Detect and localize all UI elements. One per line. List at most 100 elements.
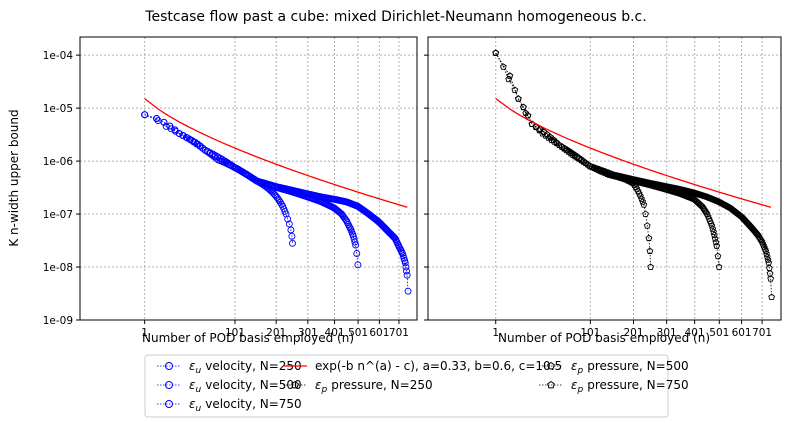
x-tick-label: 401 bbox=[325, 327, 345, 339]
data-point bbox=[401, 259, 409, 267]
data-point bbox=[712, 238, 720, 246]
legend-label: εu velocity, N=250 bbox=[189, 359, 302, 376]
data-point bbox=[251, 176, 259, 184]
bound-line bbox=[495, 98, 772, 208]
x-tick-label: 101 bbox=[225, 327, 245, 339]
legend-marker bbox=[165, 381, 173, 389]
x-tick-label: 601 bbox=[732, 327, 752, 339]
data-point bbox=[352, 241, 360, 249]
data-point bbox=[403, 267, 410, 275]
legend-entry: εp pressure, N=500 bbox=[539, 359, 689, 376]
legend-marker bbox=[165, 362, 173, 370]
y-tick-label: 1e-04 bbox=[43, 50, 74, 62]
legend-symbol: ε bbox=[189, 397, 196, 411]
data-point bbox=[711, 235, 719, 242]
data-point bbox=[543, 131, 551, 138]
data-point bbox=[404, 287, 412, 295]
data-point bbox=[759, 240, 767, 247]
data-point bbox=[511, 86, 519, 93]
data-point bbox=[179, 132, 187, 140]
data-point bbox=[171, 126, 179, 134]
data-point bbox=[708, 222, 716, 229]
data-point bbox=[640, 201, 648, 208]
data-point bbox=[715, 263, 723, 270]
data-point bbox=[166, 122, 174, 130]
data-point bbox=[153, 115, 160, 122]
right-grid bbox=[428, 37, 781, 321]
data-point bbox=[635, 189, 643, 197]
data-point bbox=[704, 212, 712, 220]
x-tick-label: 201 bbox=[266, 327, 286, 339]
data-point bbox=[506, 72, 514, 79]
legend-entry: εp pressure, N=750 bbox=[539, 378, 689, 395]
data-point bbox=[540, 128, 548, 135]
right-panel: 1 101 201 301 401 501 601 701 Number of POD bas… bbox=[424, 36, 782, 345]
legend-label: εu velocity, N=500 bbox=[189, 378, 302, 395]
data-point bbox=[141, 111, 149, 119]
y-tick-label: 1e-05 bbox=[43, 103, 73, 115]
x-tick-label: 301 bbox=[657, 327, 677, 339]
right-x-axis-label: Number of POD basis employed (n) bbox=[498, 331, 710, 345]
data-point bbox=[539, 130, 546, 137]
series-line bbox=[144, 114, 359, 265]
data-point bbox=[760, 243, 768, 251]
legend-subscript: u bbox=[196, 385, 202, 395]
x-tick-label: 501 bbox=[709, 327, 729, 339]
legend-entry: εp pressure, N=250 bbox=[283, 378, 433, 395]
left-ticks: 1 101 201 301 401 501 601 701 1e-09 1e-08 1e-07 1e-… bbox=[43, 50, 409, 339]
x-tick-label: 501 bbox=[348, 327, 368, 339]
legend-symbol: ε bbox=[571, 378, 578, 392]
legend-subscript: p bbox=[321, 385, 328, 395]
data-point bbox=[243, 171, 251, 179]
x-tick-label: 601 bbox=[369, 327, 389, 339]
series-line bbox=[144, 114, 293, 244]
legend-label: εp pressure, N=250 bbox=[315, 378, 433, 395]
left-grid bbox=[80, 37, 417, 321]
y-tick-label: 1e-06 bbox=[43, 156, 74, 168]
data-point bbox=[354, 261, 362, 269]
x-tick-label: 101 bbox=[580, 327, 600, 339]
x-tick-label: 301 bbox=[298, 327, 318, 339]
data-point bbox=[284, 215, 292, 223]
data-point bbox=[701, 207, 709, 214]
data-point bbox=[514, 95, 522, 102]
data-point bbox=[714, 252, 722, 260]
data-point bbox=[232, 164, 240, 172]
data-point bbox=[713, 242, 721, 249]
data-point bbox=[703, 210, 711, 217]
legend-marker bbox=[291, 380, 299, 389]
y-tick-label: 1e-09 bbox=[43, 315, 73, 327]
data-point bbox=[403, 271, 411, 279]
left-axes-frame bbox=[79, 36, 418, 321]
legend-label: εp pressure, N=750 bbox=[571, 378, 689, 395]
data-point bbox=[633, 185, 641, 192]
x-tick-label: 1 bbox=[141, 327, 148, 339]
left-y-axis-label: K n-width upper bound bbox=[7, 109, 21, 246]
y-tick-label: 1e-07 bbox=[43, 209, 73, 221]
series-line bbox=[495, 52, 651, 268]
data-point bbox=[634, 187, 642, 195]
data-point bbox=[642, 210, 649, 217]
data-point bbox=[756, 235, 764, 242]
data-point bbox=[768, 293, 775, 301]
figure-title: Testcase flow past a cube: mixed Dirichl… bbox=[144, 9, 646, 25]
data-point bbox=[767, 275, 775, 282]
x-tick-label: 701 bbox=[389, 327, 409, 339]
right-plot-area bbox=[492, 49, 775, 301]
legend-marker bbox=[165, 400, 173, 408]
legend-text: velocity, N=750 bbox=[205, 397, 301, 411]
legend-text: velocity, N=250 bbox=[205, 359, 301, 373]
legend-entry: εu velocity, N=250 bbox=[157, 359, 302, 376]
legend-label: εp pressure, N=500 bbox=[571, 359, 689, 376]
data-point bbox=[763, 253, 771, 260]
data-point bbox=[762, 247, 770, 254]
data-point bbox=[160, 118, 168, 126]
data-point bbox=[520, 103, 527, 111]
data-point bbox=[647, 263, 654, 270]
legend-entry: exp(-b n^(a) - c), a=0.33, b=0.6, c=10.5 bbox=[283, 359, 562, 373]
data-point bbox=[351, 238, 359, 246]
series-line bbox=[495, 52, 720, 268]
data-point bbox=[763, 250, 770, 257]
